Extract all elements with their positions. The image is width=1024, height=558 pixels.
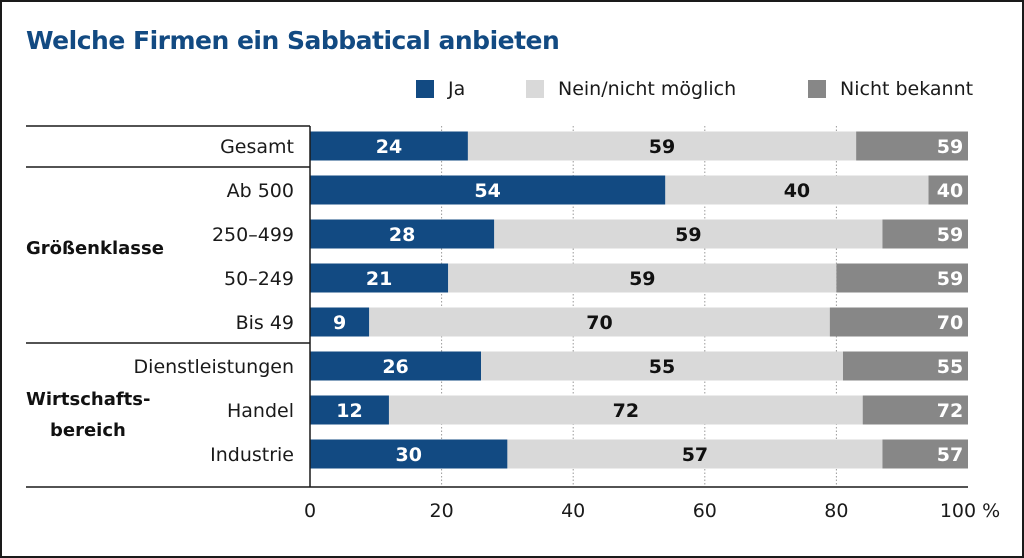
- x-tick-label-100: 100 %: [940, 500, 1000, 522]
- legend-label-ja: Ja: [448, 78, 466, 100]
- bar-nein-nicht-moeglich-50-249: [448, 263, 837, 293]
- category-label-handel: Handel: [227, 400, 294, 422]
- legend-label-nein: Nein/nicht möglich: [558, 78, 737, 100]
- bar-nicht-bekannt-250-499: [882, 219, 968, 249]
- bar-nicht-bekannt-bis-49: [829, 307, 968, 337]
- group-label-2-line-1: bereich: [50, 420, 126, 441]
- value-label-nein-nicht-moeglich-gesamt: 59: [649, 136, 675, 158]
- value-label-nicht-bekannt-industrie: 57: [937, 444, 963, 466]
- value-label-nein-nicht-moeglich-ab-500: 40: [784, 180, 810, 202]
- bar-nein-nicht-moeglich-250-499: [494, 219, 883, 249]
- value-label-nicht-bekannt-50-249: 59: [937, 268, 963, 290]
- value-label-nein-nicht-moeglich-50-249: 59: [629, 268, 655, 290]
- category-label-250-499: 250–499: [212, 224, 294, 246]
- bar-nein-nicht-moeglich-dienstleistungen: [481, 351, 843, 381]
- value-label-ja-industrie: 30: [395, 444, 421, 466]
- bar-ja-gesamt: [310, 131, 468, 161]
- bar-nein-nicht-moeglich-ab-500: [665, 175, 929, 205]
- chart-title: Welche Firmen ein Sabbatical anbieten: [26, 26, 560, 55]
- bar-ja-ab-500: [310, 175, 666, 205]
- bar-ja-250-499: [310, 219, 495, 249]
- x-tick-label-20: 20: [430, 500, 454, 522]
- legend-item-nein: Nein/nicht möglich: [526, 76, 736, 102]
- value-label-nein-nicht-moeglich-250-499: 59: [675, 224, 701, 246]
- bar-nicht-bekannt-dienstleistungen: [842, 351, 968, 381]
- bar-nicht-bekannt-industrie: [882, 439, 968, 469]
- value-label-nein-nicht-moeglich-dienstleistungen: 55: [649, 356, 675, 378]
- value-label-nicht-bekannt-ab-500: 40: [937, 180, 963, 202]
- value-label-nein-nicht-moeglich-handel: 72: [613, 400, 639, 422]
- value-label-ja-ab-500: 54: [474, 180, 500, 202]
- x-tick-label-40: 40: [561, 500, 585, 522]
- category-label-50-249: 50–249: [224, 268, 294, 290]
- legend-swatch-ja: [416, 80, 434, 98]
- value-label-ja-bis-49: 9: [333, 312, 346, 334]
- legend-swatch-nicht-bekannt: [808, 80, 826, 98]
- bar-ja-handel: [310, 395, 389, 425]
- value-label-nein-nicht-moeglich-bis-49: 70: [586, 312, 612, 334]
- bar-ja-50-249: [310, 263, 449, 293]
- bar-nein-nicht-moeglich-industrie: [507, 439, 883, 469]
- category-label-bis-49: Bis 49: [236, 312, 294, 334]
- category-label-dienstleistungen: Dienstleistungen: [134, 356, 294, 378]
- legend-item-nicht-bekannt: Nicht bekannt: [808, 76, 973, 102]
- value-label-nicht-bekannt-dienstleistungen: 55: [937, 356, 963, 378]
- legend-item-ja: Ja: [416, 76, 465, 102]
- value-label-nicht-bekannt-250-499: 59: [937, 224, 963, 246]
- x-tick-label-0: 0: [304, 500, 316, 522]
- value-label-nicht-bekannt-gesamt: 59: [937, 136, 963, 158]
- group-label-1-line-0: Größenklasse: [26, 238, 164, 259]
- x-tick-label-60: 60: [693, 500, 717, 522]
- bar-ja-industrie: [310, 439, 508, 469]
- bar-nicht-bekannt-ab-500: [928, 175, 968, 205]
- legend: Ja Nein/nicht möglich Nicht bekannt: [0, 0, 1024, 110]
- x-tick-label-80: 80: [824, 500, 848, 522]
- value-label-nein-nicht-moeglich-industrie: 57: [682, 444, 708, 466]
- category-label-gesamt: Gesamt: [220, 136, 294, 158]
- bar-nicht-bekannt-handel: [862, 395, 968, 425]
- legend-label-nicht-bekannt: Nicht bekannt: [840, 78, 974, 100]
- value-label-ja-dienstleistungen: 26: [382, 356, 408, 378]
- legend-swatch-nein: [526, 80, 544, 98]
- value-label-ja-handel: 12: [336, 400, 362, 422]
- bar-nicht-bekannt-50-249: [836, 263, 968, 293]
- value-label-ja-250-499: 28: [389, 224, 415, 246]
- bar-ja-dienstleistungen: [310, 351, 482, 381]
- category-label-ab-500: Ab 500: [227, 180, 294, 202]
- bar-nein-nicht-moeglich-handel: [388, 395, 863, 425]
- group-label-2-line-0: Wirtschafts-: [26, 389, 150, 410]
- bar-nein-nicht-moeglich-bis-49: [369, 307, 830, 337]
- bar-ja-bis-49: [310, 307, 370, 337]
- bar-nein-nicht-moeglich-gesamt: [467, 131, 857, 161]
- category-label-industrie: Industrie: [210, 444, 294, 466]
- value-label-ja-50-249: 21: [366, 268, 392, 290]
- bar-nicht-bekannt-gesamt: [856, 131, 968, 161]
- value-label-ja-gesamt: 24: [376, 136, 402, 158]
- value-label-nicht-bekannt-bis-49: 70: [937, 312, 963, 334]
- value-label-nicht-bekannt-handel: 72: [937, 400, 963, 422]
